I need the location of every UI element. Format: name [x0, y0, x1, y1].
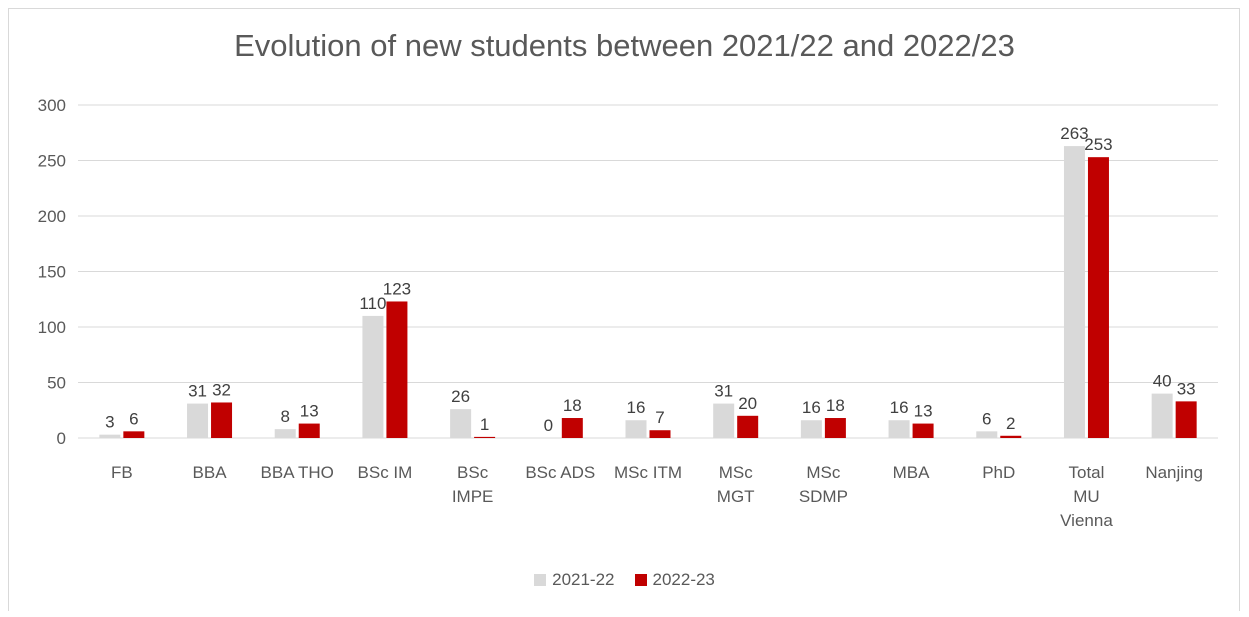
y-tick-label: 300 — [38, 96, 66, 115]
x-tick-label: PhD — [982, 463, 1015, 482]
data-label: 8 — [280, 407, 289, 426]
x-tick-label: MSc — [719, 463, 754, 482]
data-label: 31 — [714, 382, 733, 401]
legend-swatch-2021-22 — [534, 574, 547, 586]
chart-frame — [8, 8, 1240, 611]
bar-2021-22 — [1063, 146, 1085, 438]
data-label: 13 — [914, 402, 933, 421]
data-label: 2 — [1006, 414, 1015, 433]
data-label: 16 — [627, 398, 646, 417]
y-tick-label: 50 — [47, 374, 66, 393]
legend-item-2021-22: 2021-22 — [534, 570, 615, 590]
bar-2021-22 — [187, 403, 209, 438]
bar-2021-22 — [800, 420, 822, 438]
data-label: 31 — [188, 382, 207, 401]
bar-2021-22 — [713, 403, 735, 438]
bar-2021-22 — [888, 420, 910, 438]
data-label: 263 — [1060, 124, 1088, 143]
bar-2022-23 — [386, 301, 408, 438]
data-label: 18 — [563, 396, 582, 415]
x-tick-label: BSc ADS — [525, 463, 595, 482]
bar-2022-23 — [912, 423, 934, 438]
data-label: 40 — [1153, 372, 1172, 391]
legend-label-2021-22: 2021-22 — [552, 570, 615, 589]
data-label: 16 — [890, 398, 909, 417]
bar-2022-23 — [561, 418, 583, 438]
data-label: 6 — [982, 409, 991, 428]
x-tick-label: BSc IM — [358, 463, 413, 482]
bar-2021-22 — [362, 315, 384, 438]
bar-2022-23 — [123, 431, 145, 438]
chart-title: Evolution of new students between 2021/2… — [234, 28, 1015, 63]
data-label: 32 — [212, 380, 231, 399]
x-tick-label: FB — [111, 463, 133, 482]
x-tick-label: MU — [1073, 487, 1099, 506]
x-tick-label: Nanjing — [1145, 463, 1203, 482]
legend-item-2022-23: 2022-23 — [634, 570, 715, 590]
bar-2021-22 — [450, 409, 472, 438]
data-label: 253 — [1084, 135, 1112, 154]
bar-2022-23 — [298, 423, 320, 438]
x-tick-label: SDMP — [799, 487, 848, 506]
bar-2022-23 — [474, 436, 496, 438]
x-tick-label: Total — [1069, 463, 1105, 482]
bar-2022-23 — [649, 430, 671, 438]
x-tick-label: IMPE — [452, 487, 494, 506]
x-tick-label: MSc — [806, 463, 841, 482]
legend: 2021-22 2022-23 — [0, 570, 1249, 590]
x-tick-label: MGT — [717, 487, 755, 506]
data-label: 110 — [359, 294, 386, 313]
bar-2021-22 — [274, 429, 296, 438]
data-label: 1 — [480, 415, 489, 434]
data-label: 13 — [300, 402, 319, 421]
data-label: 123 — [383, 279, 411, 298]
data-label: 26 — [451, 387, 470, 406]
bar-2021-22 — [1151, 393, 1173, 438]
data-label: 33 — [1177, 379, 1196, 398]
data-label: 0 — [544, 416, 553, 435]
data-label: 6 — [129, 409, 138, 428]
y-tick-label: 100 — [38, 318, 66, 337]
y-tick-label: 0 — [57, 429, 66, 448]
bar-2021-22 — [99, 434, 121, 438]
data-label: 3 — [105, 413, 114, 432]
bar-2022-23 — [1000, 435, 1022, 438]
y-tick-label: 250 — [38, 152, 66, 171]
data-label: 16 — [802, 398, 821, 417]
x-tick-label: BBA THO — [261, 463, 334, 482]
x-tick-label: BSc — [457, 463, 489, 482]
data-label: 7 — [655, 408, 664, 427]
x-tick-label: BBA — [193, 463, 228, 482]
x-tick-label: MSc ITM — [614, 463, 682, 482]
bar-2022-23 — [211, 402, 233, 438]
y-tick-label: 150 — [38, 263, 66, 282]
data-label: 20 — [738, 394, 757, 413]
bar-2021-22 — [976, 431, 998, 438]
legend-label-2022-23: 2022-23 — [652, 570, 715, 589]
bar-2022-23 — [737, 415, 759, 438]
data-label: 18 — [826, 396, 845, 415]
bar-2022-23 — [1087, 157, 1109, 439]
bar-2021-22 — [625, 420, 647, 438]
legend-swatch-2022-23 — [634, 574, 647, 586]
x-tick-label: Vienna — [1060, 511, 1113, 530]
x-tick-label: MBA — [893, 463, 931, 482]
bar-2022-23 — [1175, 401, 1197, 438]
bar-2022-23 — [824, 418, 846, 438]
y-tick-label: 200 — [38, 207, 66, 226]
